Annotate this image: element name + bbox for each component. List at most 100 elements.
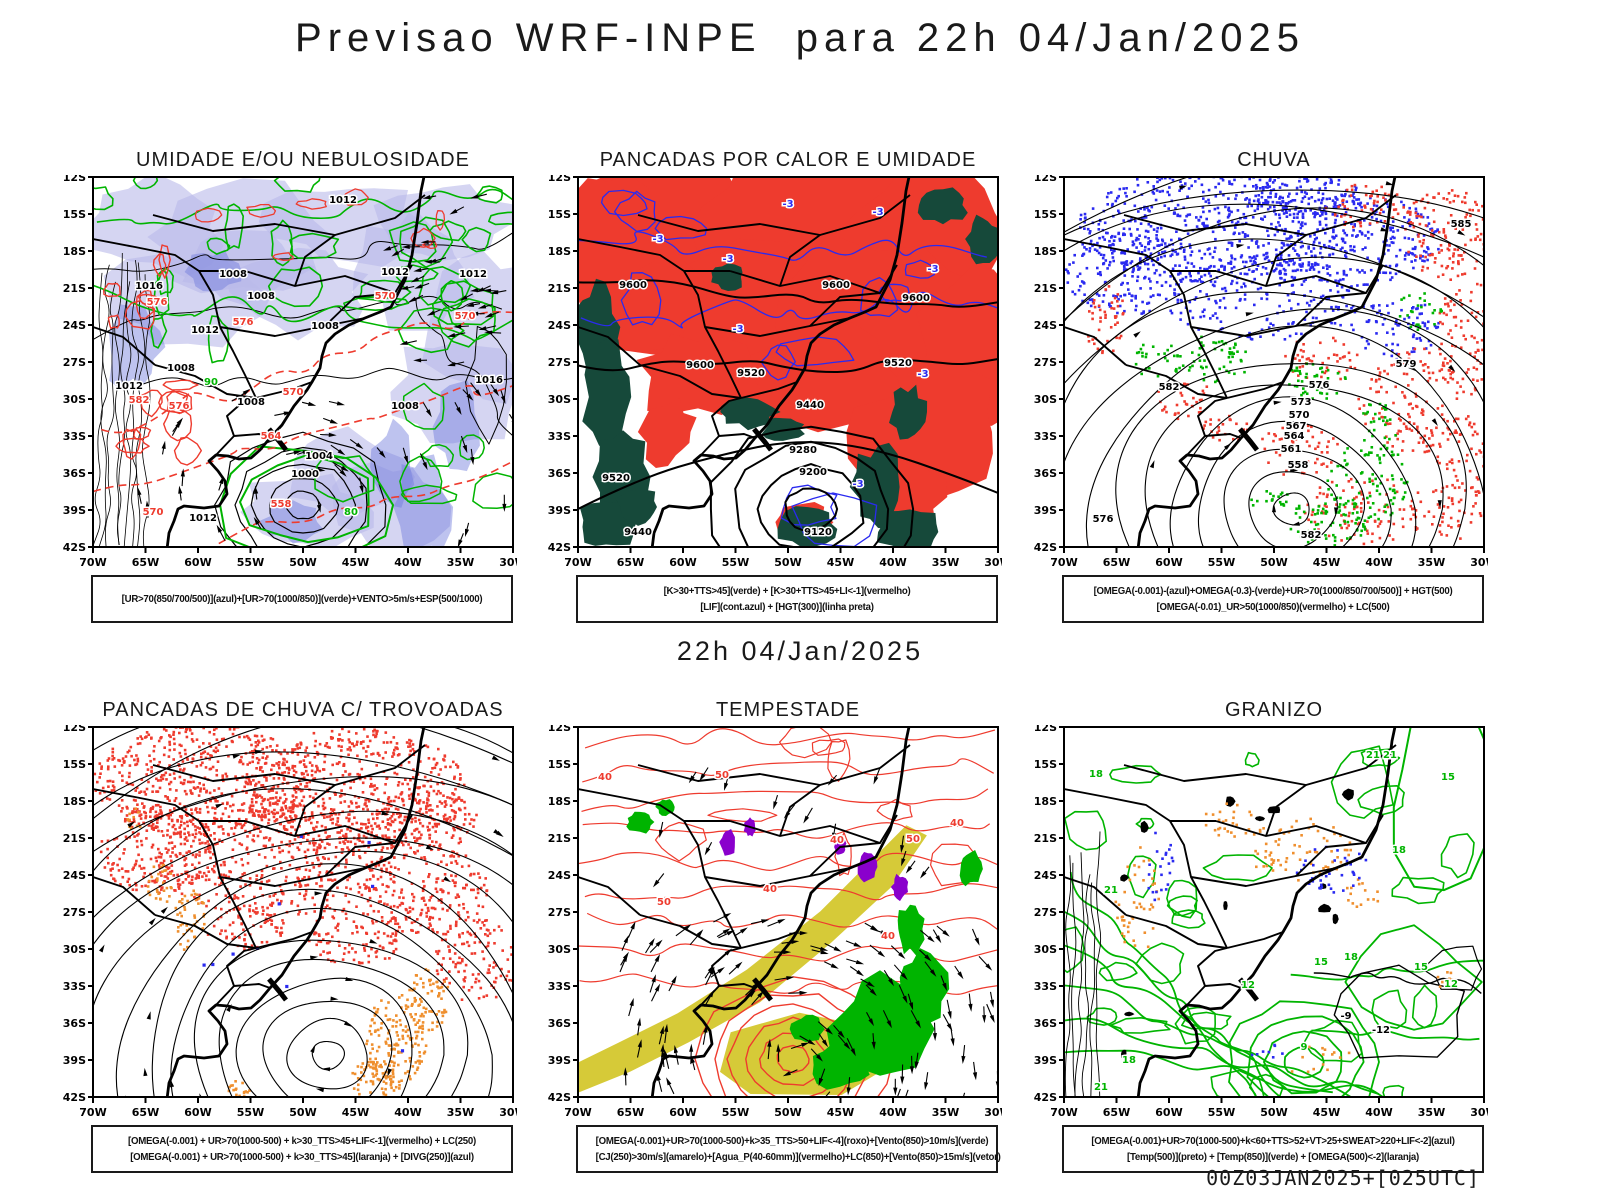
svg-text:-3: -3: [732, 324, 743, 335]
panel-pancadas-calor: PANCADAS POR CALOR E UMIDADE 12S 15S 18S 21…: [544, 149, 1002, 673]
svg-text:18S: 18S: [1034, 245, 1057, 258]
panel-title-granizo: GRANIZO: [1224, 699, 1324, 721]
run-timestamp: 00Z03JAN2025+[025UTC]: [1206, 1166, 1480, 1190]
svg-text:15S: 15S: [63, 758, 86, 771]
svg-text:55W: 55W: [1208, 556, 1235, 569]
svg-text:21S: 21S: [1034, 282, 1057, 295]
svg-text:30W: 30W: [984, 556, 1002, 569]
svg-text:576: 576: [1309, 380, 1330, 391]
svg-text:33S: 33S: [63, 430, 86, 443]
panel-trovoadas: PANCADAS DE CHUVA C/ TROVOADAS 12S 15S 18S…: [59, 699, 517, 1200]
svg-text:12S: 12S: [63, 175, 86, 184]
panel-chuva: CHUVA 12S 15S 18S 21S 24S 27S 30S 33S 36S 39S 42S 7…: [1030, 149, 1488, 673]
map-umidade: 12S 15S 18S 21S 24S 27S 30S 33S 36S 39S 42S 70W 65W 6…: [63, 175, 517, 569]
panel-granizo: GRANIZO 12S 15S 18S 21S 24S 27S 30S 33S 36S 39S 42…: [1030, 699, 1488, 1200]
svg-text:27S: 27S: [548, 356, 571, 369]
svg-text:582: 582: [1159, 382, 1180, 393]
page-title: Previsao WRF-INPE para 22h 04/Jan/2025: [295, 16, 1305, 60]
svg-text:558: 558: [1288, 460, 1309, 471]
svg-text:570: 570: [283, 387, 304, 398]
svg-text:9600: 9600: [902, 293, 930, 304]
svg-text:1008: 1008: [391, 401, 419, 412]
svg-text:55W: 55W: [237, 556, 264, 569]
svg-text:1000: 1000: [291, 469, 319, 480]
svg-text:582: 582: [129, 395, 150, 406]
svg-text:9120: 9120: [804, 527, 832, 538]
caption-box-pancadas-calor: [K>30+TTS>45](verde) + [K>30+TTS>45+LI<-…: [576, 575, 998, 623]
svg-text:-3: -3: [872, 207, 883, 218]
svg-text:-3: -3: [917, 369, 928, 380]
caption-line: [UR>70(850/700/500)](azul)+[UR>70(1000/8…: [121, 592, 483, 605]
panel-umidade: UMIDADE E/OU NEBULOSIDADE 12S 15S 18S 21S 24…: [59, 149, 517, 673]
svg-text:45W: 45W: [1313, 556, 1340, 569]
svg-text:1016: 1016: [475, 375, 503, 386]
svg-text:1008: 1008: [311, 321, 339, 332]
svg-text:24S: 24S: [63, 319, 86, 332]
svg-text:55W: 55W: [237, 1106, 264, 1119]
svg-text:1012: 1012: [115, 381, 143, 392]
svg-text:50W: 50W: [1260, 556, 1287, 569]
svg-text:1012: 1012: [189, 513, 217, 524]
panel-title-trovoadas: PANCADAS DE CHUVA C/ TROVOADAS: [102, 699, 504, 721]
svg-text:50W: 50W: [289, 1106, 316, 1119]
svg-text:30W: 30W: [1470, 556, 1488, 569]
svg-text:9600: 9600: [619, 280, 647, 291]
svg-text:33S: 33S: [63, 980, 86, 993]
caption-line: [OMEGA(-0.001) + UR>70(1000-500) + k>30_…: [130, 1150, 474, 1163]
svg-text:21S: 21S: [63, 282, 86, 295]
svg-text:36S: 36S: [548, 467, 571, 480]
svg-text:27S: 27S: [63, 356, 86, 369]
svg-text:30S: 30S: [63, 943, 86, 956]
svg-text:567: 567: [1286, 421, 1307, 432]
svg-text:60W: 60W: [184, 1106, 211, 1119]
svg-text:35W: 35W: [1418, 556, 1445, 569]
svg-text:1008: 1008: [237, 397, 265, 408]
svg-text:9520: 9520: [602, 473, 630, 484]
svg-text:24S: 24S: [1034, 319, 1057, 332]
svg-text:18S: 18S: [63, 245, 86, 258]
svg-text:36S: 36S: [1034, 467, 1057, 480]
svg-text:-3: -3: [927, 264, 938, 275]
svg-text:564: 564: [1284, 431, 1305, 442]
svg-text:9600: 9600: [686, 360, 714, 371]
svg-text:558: 558: [271, 499, 292, 510]
svg-text:576: 576: [147, 297, 168, 308]
svg-text:570: 570: [375, 291, 396, 302]
svg-text:30S: 30S: [1034, 393, 1057, 406]
svg-text:35W: 35W: [447, 556, 474, 569]
map-pancadas-calor: 12S 15S 18S 21S 24S 27S 30S 33S 36S 39S 42S 70W 65W 6…: [548, 175, 1002, 569]
svg-text:42S: 42S: [63, 541, 86, 554]
svg-text:570: 570: [143, 507, 164, 518]
svg-text:42S: 42S: [1034, 541, 1057, 554]
svg-text:579: 579: [1396, 359, 1417, 370]
svg-text:9520: 9520: [884, 358, 912, 369]
svg-text:39S: 39S: [1034, 504, 1057, 517]
svg-text:50W: 50W: [774, 556, 801, 569]
svg-text:1012: 1012: [459, 269, 487, 280]
svg-text:9200: 9200: [799, 467, 827, 478]
map-trovoadas: 12S 15S 18S 21S 24S 27S 30S 33S 36S 39S 42S 70W 65W 6…: [63, 725, 517, 1119]
svg-text:561: 561: [1281, 444, 1302, 455]
svg-text:39S: 39S: [548, 504, 571, 517]
caption-box-chuva: [OMEGA(-0.001)-(azul)+OMEGA(-0.3)-(verde…: [1062, 575, 1484, 623]
svg-text:18S: 18S: [548, 245, 571, 258]
svg-text:50W: 50W: [289, 556, 316, 569]
svg-text:1012: 1012: [329, 195, 357, 206]
svg-text:1012: 1012: [191, 325, 219, 336]
svg-text:585: 585: [1451, 219, 1472, 230]
svg-text:15S: 15S: [548, 208, 571, 221]
svg-text:18S: 18S: [63, 795, 86, 808]
panel-tempestade: TEMPESTADE 12S 15S 18S 21S 24S 27S 30S 33S 36S 39…: [544, 699, 1002, 1200]
svg-text:65W: 65W: [617, 556, 644, 569]
svg-text:9440: 9440: [624, 527, 652, 538]
svg-text:21S: 21S: [63, 832, 86, 845]
svg-text:-3: -3: [652, 234, 663, 245]
svg-text:9280: 9280: [789, 445, 817, 456]
svg-text:40W: 40W: [394, 1106, 421, 1119]
svg-text:65W: 65W: [132, 556, 159, 569]
svg-text:1016: 1016: [135, 281, 163, 292]
svg-text:9600: 9600: [822, 280, 850, 291]
svg-text:45W: 45W: [342, 556, 369, 569]
